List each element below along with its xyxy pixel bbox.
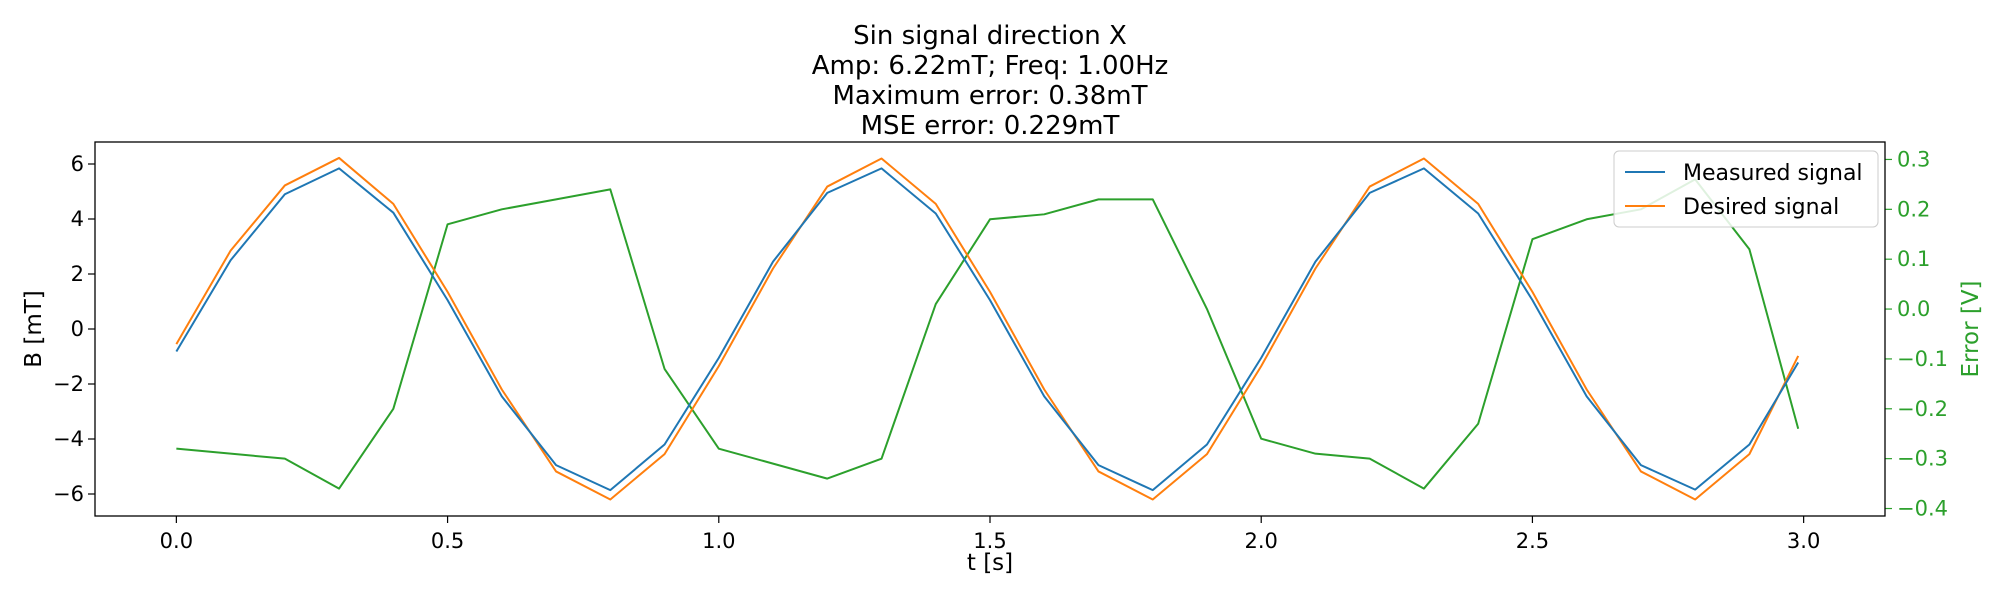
y-tick-label: −2 bbox=[53, 372, 84, 396]
y2-tick-label: 0.3 bbox=[1897, 147, 1930, 171]
x-tick-label: 0.5 bbox=[431, 529, 464, 553]
error-signal-line bbox=[176, 178, 1800, 490]
y2-tick-label: −0.2 bbox=[1897, 397, 1948, 421]
legend: Measured signal Desired signal bbox=[1613, 150, 1879, 228]
y2-tick-label: 0.1 bbox=[1897, 247, 1930, 271]
title-line-4: MSE error: 0.229mT bbox=[861, 111, 1120, 141]
y-axis-label: B [mT] bbox=[21, 290, 47, 368]
y2-tick-label: −0.1 bbox=[1897, 347, 1948, 371]
measured-signal-line bbox=[175, 167, 1800, 492]
y2-tick-label: −0.4 bbox=[1897, 497, 1948, 521]
plot-area-frame bbox=[94, 141, 1886, 517]
axis-layer: 0.0 0.5 1.0 1.5 2.0 2.5 3.0 −6 −4 −2 0 2 4 6 −0.4 −0.3 −… bbox=[53, 147, 1948, 553]
y-tick-label: −6 bbox=[53, 482, 84, 506]
x-tick-label: 1.5 bbox=[973, 529, 1006, 553]
y-tick-label: 2 bbox=[71, 262, 84, 286]
x-tick-label: 0.0 bbox=[160, 529, 193, 553]
title-line-2: Amp: 6.22mT; Freq: 1.00Hz bbox=[812, 51, 1169, 81]
legend-label-measured: Measured signal bbox=[1683, 161, 1863, 186]
title-line-3: Maximum error: 0.38mT bbox=[833, 81, 1148, 111]
y2-tick-label: 0.0 bbox=[1897, 297, 1930, 321]
y2-tick-label: −0.3 bbox=[1897, 447, 1948, 471]
y-tick-label: 6 bbox=[71, 152, 84, 176]
title-line-1: Sin signal direction X bbox=[853, 21, 1127, 51]
y-tick-label: −4 bbox=[53, 427, 84, 451]
legend-label-desired: Desired signal bbox=[1683, 195, 1839, 220]
y-tick-label: 0 bbox=[71, 317, 84, 341]
x-axis-label: t [s] bbox=[967, 550, 1013, 576]
desired-signal-line bbox=[175, 156, 1800, 501]
legend-box bbox=[1613, 150, 1879, 228]
chart-title: Sin signal direction X Amp: 6.22mT; Freq… bbox=[812, 21, 1169, 141]
y2-axis-label: Error [V] bbox=[1958, 280, 1984, 377]
y-tick-label: 4 bbox=[71, 207, 84, 231]
x-tick-label: 3.0 bbox=[1787, 529, 1820, 553]
x-tick-label: 2.0 bbox=[1245, 529, 1278, 553]
series-layer bbox=[175, 156, 1800, 501]
x-tick-label: 1.0 bbox=[702, 529, 735, 553]
x-tick-label: 2.5 bbox=[1516, 529, 1549, 553]
y2-tick-label: 0.2 bbox=[1897, 197, 1930, 221]
